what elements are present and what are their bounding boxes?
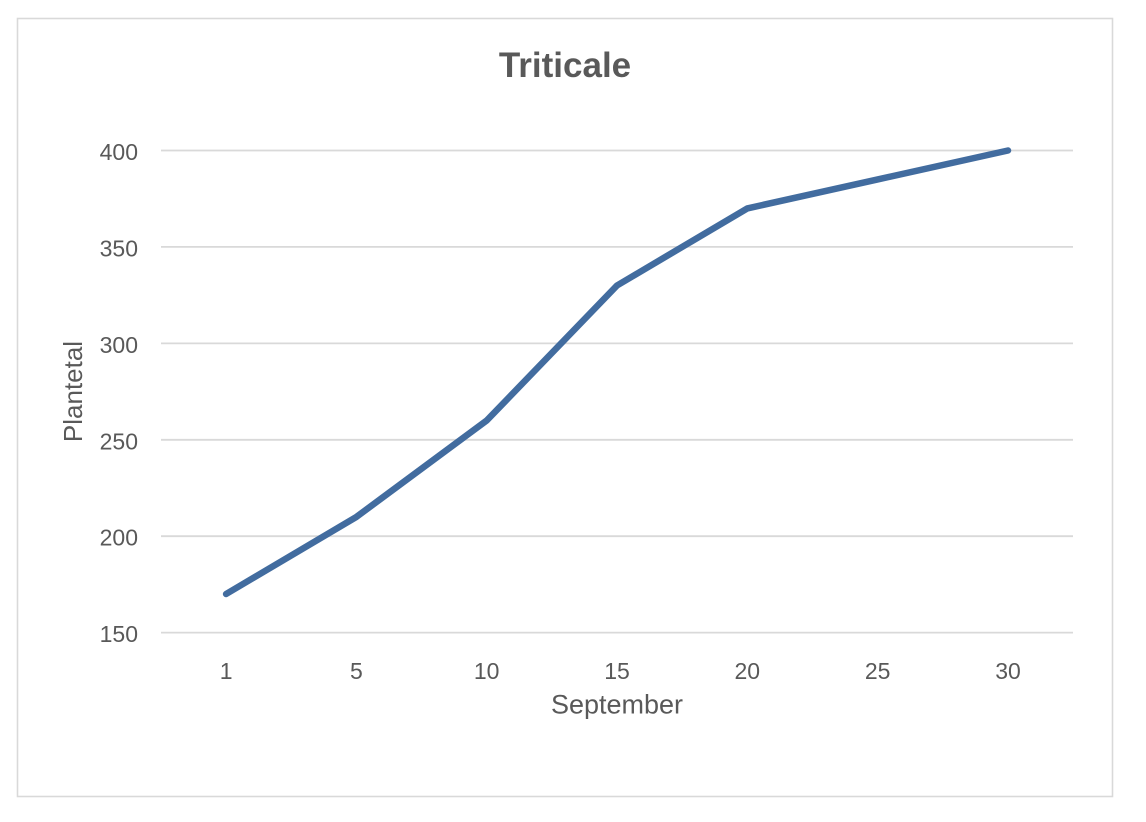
svg-text:15: 15	[604, 658, 630, 684]
svg-text:200: 200	[100, 525, 138, 551]
svg-text:400: 400	[100, 139, 138, 165]
svg-text:10: 10	[474, 658, 500, 684]
svg-text:300: 300	[100, 332, 138, 358]
svg-text:Triticale: Triticale	[499, 46, 631, 85]
svg-text:1: 1	[220, 658, 233, 684]
svg-text:September: September	[551, 690, 683, 720]
svg-text:20: 20	[735, 658, 761, 684]
svg-text:150: 150	[100, 621, 138, 647]
svg-text:250: 250	[100, 428, 138, 454]
svg-text:30: 30	[995, 658, 1021, 684]
svg-text:25: 25	[865, 658, 891, 684]
svg-text:350: 350	[100, 235, 138, 261]
svg-text:Plantetal: Plantetal	[58, 341, 88, 442]
svg-text:5: 5	[350, 658, 363, 684]
